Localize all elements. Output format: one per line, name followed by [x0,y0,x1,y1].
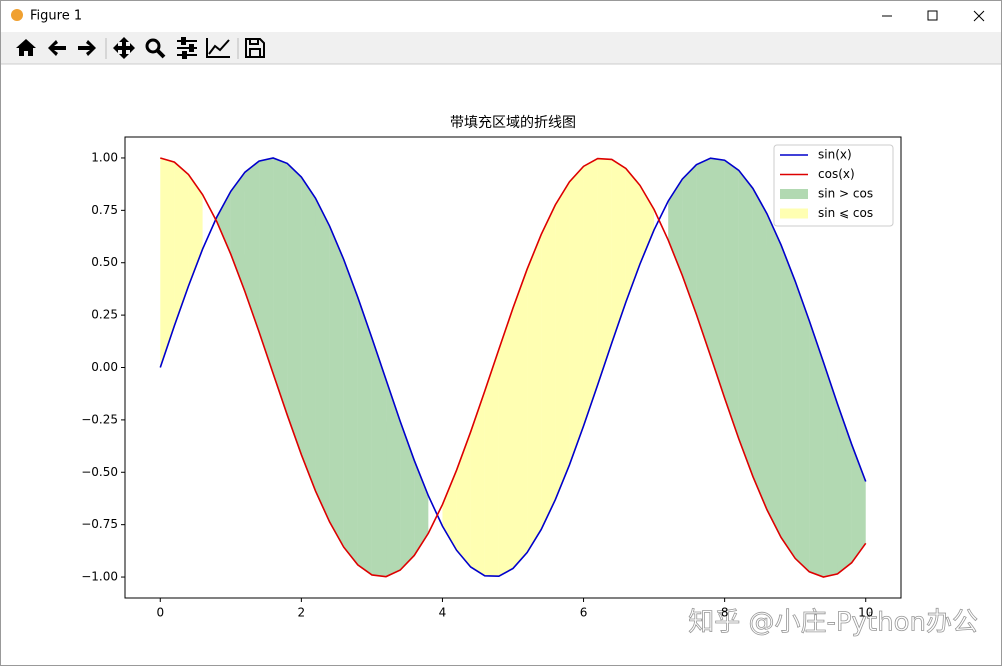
fill-area [386,379,401,577]
fill-area [823,362,838,578]
forward-button[interactable] [78,40,96,56]
fill-area [724,160,739,439]
fill-area [809,320,824,578]
fill-area [569,166,584,465]
watermark: 知乎 @小庄-Python办公 [688,608,978,638]
fill-area [541,204,556,530]
fill-area [555,181,570,500]
y-tick-label: 0.75 [91,203,118,217]
legend-swatch [780,208,808,219]
x-tick-label: 2 [298,606,306,620]
y-tick-label: 0.00 [91,360,118,374]
fill-area [371,337,387,577]
toolbar [1,32,1001,64]
pan-button[interactable] [113,37,135,59]
fill-area [710,158,725,399]
fill-area [244,161,260,332]
fill-area [414,460,429,556]
y-tick-label: −0.75 [81,517,118,531]
fill-area [611,159,626,343]
fill-area [513,269,528,569]
fill-area [216,191,231,255]
y-tick-label: 1.00 [91,150,118,164]
fill-area [470,390,485,576]
toolbar-icons [16,37,265,59]
fill-area [625,168,640,303]
legend-label: sin > cos [818,187,873,201]
zoom-button[interactable] [145,38,166,59]
fill-area [301,177,316,491]
fill-area [837,403,852,574]
fill-area [287,163,302,455]
fill-area [259,157,274,374]
fill-area [583,158,598,426]
fill-area [329,226,344,548]
title-bar: Figure 1 [11,9,985,24]
save-button[interactable] [245,38,265,58]
x-tick-label: 6 [580,606,588,620]
fill-area [738,170,753,477]
fill-area [527,234,542,553]
fill-area [400,421,415,571]
y-tick-label: 0.25 [91,308,118,322]
fill-area [273,157,288,416]
line-series [160,157,867,578]
y-tick-label: −1.00 [81,570,118,584]
fill-area [343,259,358,565]
fill-area [484,349,499,577]
fill-area [597,158,612,385]
legend [773,144,894,227]
back-button[interactable] [48,40,66,56]
fill-area [160,157,175,368]
fill-area [696,158,711,356]
legend-label: sin ⩽ cos [818,206,873,220]
fill-area [174,162,189,326]
fill-area [357,297,372,575]
fill-area [498,307,513,577]
legend-label: cos(x) [818,167,855,181]
x-tick-label: 8 [721,606,729,620]
edit-axis-button[interactable] [206,38,230,58]
plot [159,157,867,578]
configure-button[interactable] [177,37,197,59]
fill-area [766,213,782,538]
fill-area [795,281,810,572]
line-series [159,157,867,578]
chart-title: 带填充区域的折线图 [450,115,576,131]
y-tick-label: 0.50 [91,255,118,269]
x-tick-label: 0 [156,606,164,620]
plot-area [125,137,901,598]
y-tick-label: −0.25 [81,412,118,426]
fill-area [315,198,330,522]
y-tick-label: −0.50 [81,465,118,479]
home-button[interactable] [16,39,36,56]
fill-area [442,470,457,551]
legend-label: sin(x) [818,148,852,162]
app-icon [11,9,23,21]
maximize-button[interactable] [927,10,938,21]
fill-area [682,164,697,315]
close-button[interactable] [973,10,985,22]
fill-area [781,244,796,559]
x-tick-label: 10 [858,606,873,620]
legend-swatch [780,189,808,199]
fill-area [668,179,683,276]
window-title: Figure 1 [30,9,82,24]
fill-area [456,431,471,567]
x-tick-label: 4 [439,606,447,620]
fill-area [752,188,767,510]
